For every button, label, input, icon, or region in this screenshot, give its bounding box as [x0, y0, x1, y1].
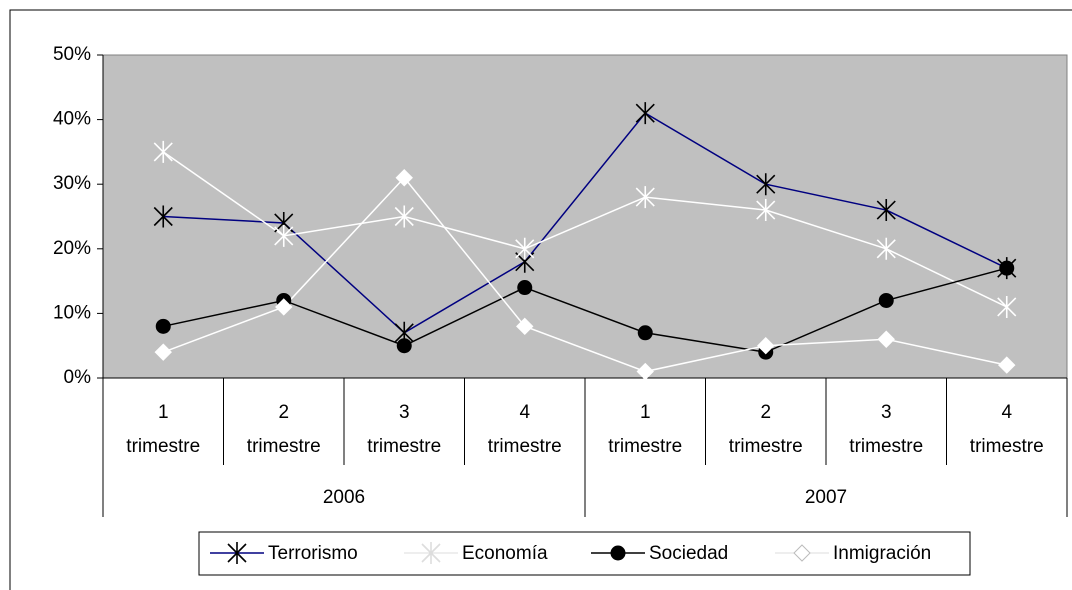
x-tick-label: 4 trimestre — [488, 402, 562, 457]
x-tick-label-line: trimestre — [488, 436, 562, 457]
x-tick-label: 2 trimestre — [247, 402, 321, 457]
marker — [635, 102, 655, 125]
series-line — [163, 267, 1007, 353]
marker — [153, 140, 173, 163]
x-tick-label-line: trimestre — [367, 436, 441, 457]
marker — [637, 325, 653, 341]
x-tick-label: 2 trimestre — [729, 402, 803, 457]
marker — [757, 336, 775, 355]
legend-label: Economía — [462, 543, 548, 564]
series-line — [162, 151, 1008, 308]
y-tick-label: 30% — [53, 173, 91, 194]
y-tick-label: 0% — [64, 367, 92, 388]
marker — [274, 224, 294, 247]
x-tick-label-line: trimestre — [729, 436, 803, 457]
x-tick-label-line: 1 — [158, 402, 169, 423]
y-tick-label: 20% — [53, 238, 91, 259]
x-group-label: 2007 — [805, 487, 847, 508]
plot-area — [102, 54, 1068, 379]
marker — [227, 542, 247, 564]
legend-label: Terrorismo — [268, 543, 358, 564]
x-tick-label-line: trimestre — [126, 436, 200, 457]
marker — [876, 199, 896, 222]
marker — [999, 260, 1015, 276]
x-tick-label-line: 4 — [519, 402, 530, 423]
x-tick-label: 3 trimestre — [367, 402, 441, 457]
x-tick-label-line: 4 — [1001, 402, 1012, 423]
marker — [395, 169, 413, 187]
x-tick-label: 4 trimestre — [970, 402, 1044, 457]
x-tick-label-line: 1 — [640, 402, 651, 423]
marker — [997, 295, 1017, 318]
marker — [998, 356, 1016, 374]
marker — [517, 280, 533, 296]
y-tick-label: 40% — [53, 109, 91, 130]
marker — [610, 545, 626, 561]
x-tick-label: 1 trimestre — [126, 402, 200, 457]
marker — [516, 317, 534, 336]
legend-label: Inmigración — [833, 543, 931, 564]
x-tick-label-line: trimestre — [608, 436, 682, 457]
marker — [793, 544, 811, 562]
y-tick-label: 50% — [53, 44, 91, 65]
x-tick-label: 1 trimestre — [608, 402, 682, 457]
x-tick-label-line: 3 — [399, 402, 410, 423]
x-tick-label-line: trimestre — [849, 436, 923, 457]
marker — [756, 173, 776, 196]
x-tick-label-line: trimestre — [970, 436, 1044, 457]
marker — [396, 338, 412, 354]
marker — [756, 199, 776, 222]
x-tick-label-line: 2 — [278, 402, 289, 423]
marker — [515, 237, 535, 260]
x-tick-label: 3 trimestre — [849, 402, 923, 457]
x-tick-label-line: trimestre — [247, 436, 321, 457]
legend-label: Sociedad — [649, 543, 728, 564]
x-group-label: 2006 — [323, 487, 365, 508]
marker — [878, 292, 894, 308]
x-tick-label-line: 2 — [760, 402, 771, 423]
marker — [635, 186, 655, 209]
series-line — [162, 176, 1007, 373]
marker — [155, 318, 171, 334]
marker — [421, 542, 441, 564]
y-tick-label: 10% — [53, 302, 91, 323]
marker — [154, 343, 172, 361]
legend-box — [198, 531, 971, 576]
marker — [877, 330, 895, 348]
marker — [275, 298, 293, 316]
series-line — [163, 112, 1008, 334]
x-tick-label-line: 3 — [881, 402, 892, 423]
marker — [153, 205, 173, 228]
marker — [876, 237, 896, 260]
marker — [636, 362, 654, 381]
marker — [394, 205, 414, 228]
